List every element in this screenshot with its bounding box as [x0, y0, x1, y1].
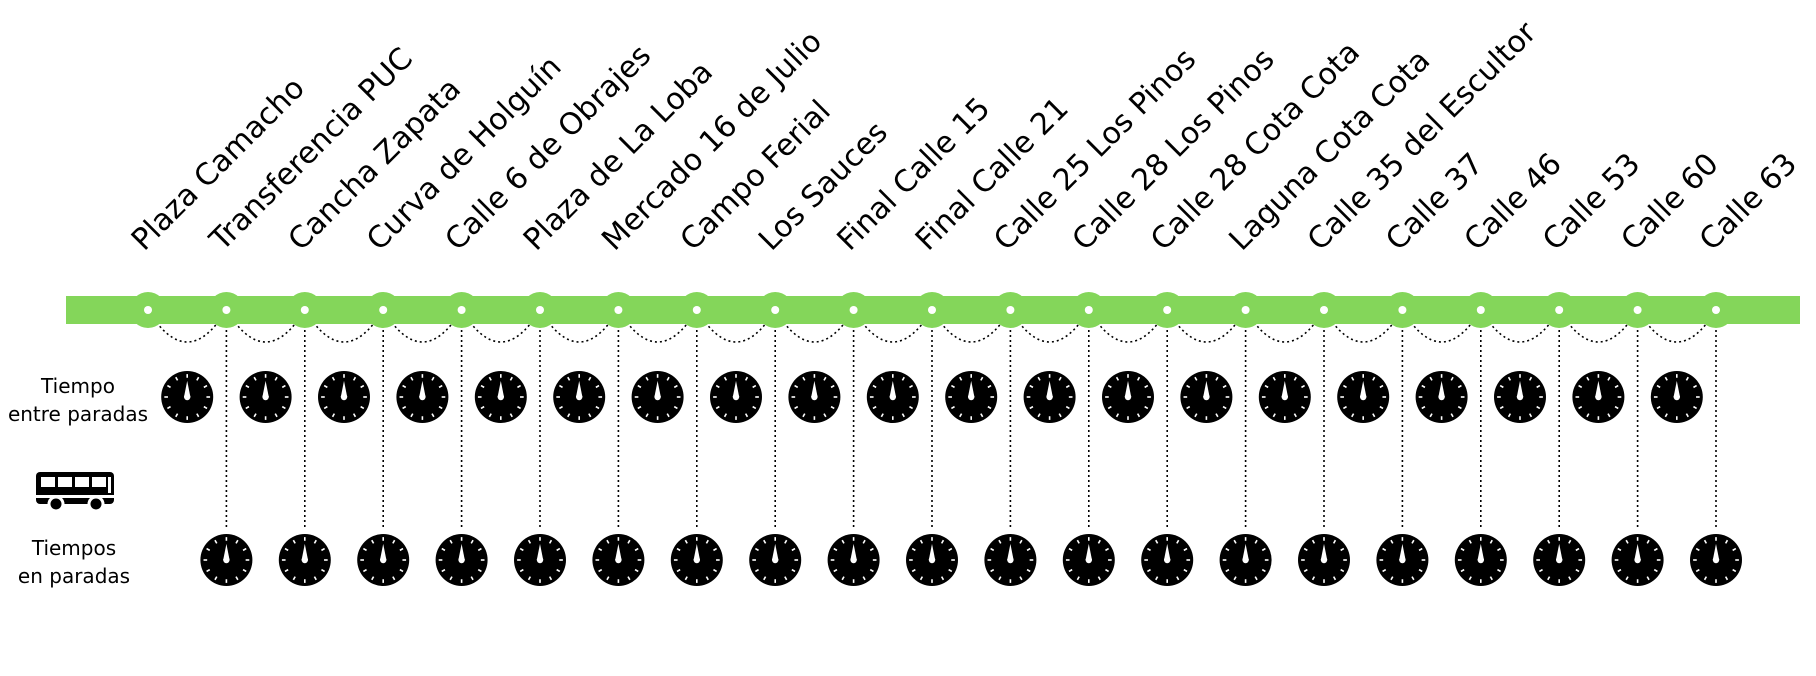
stop-marker: [992, 292, 1029, 328]
stop-marker: [365, 292, 402, 328]
clock-icon: [1258, 371, 1311, 423]
stop-marker: [1541, 292, 1578, 328]
clock-icon: [1650, 371, 1703, 423]
clock-icon: [1494, 371, 1546, 423]
clock-icon: [1298, 534, 1350, 586]
clock-icon: [1611, 534, 1664, 586]
clock-icon: [474, 371, 527, 423]
clock-icon: [357, 534, 410, 586]
stop-marker: [1698, 292, 1734, 328]
stop-marker: [208, 292, 245, 328]
clock-icon: [396, 371, 449, 423]
clock-icon: [1376, 534, 1429, 586]
clock-icon: [239, 371, 292, 423]
time-at-line1: Tiempos: [31, 536, 117, 560]
between-stop-clocks: [161, 371, 1703, 423]
clock-icon: [866, 371, 919, 423]
stop-marker: [1384, 292, 1421, 328]
stop-marker: [1070, 292, 1107, 328]
time-between-stops-label: Tiempo entre paradas: [4, 372, 152, 428]
clock-icon: [1337, 371, 1390, 423]
stop-marker: [1619, 292, 1656, 328]
clock-icon: [514, 534, 566, 586]
stop-marker: [1462, 292, 1499, 328]
clock-icon: [945, 371, 998, 423]
stop-marker: [757, 292, 794, 328]
clock-icon: [788, 371, 841, 423]
stop-marker: [600, 292, 637, 328]
clock-icon: [592, 534, 645, 586]
clock-icon: [1533, 534, 1586, 586]
clock-icon: [670, 534, 723, 586]
stops-layer: [130, 292, 1734, 328]
stop-marker: [914, 292, 950, 328]
stop-marker: [522, 292, 558, 328]
stop-marker: [1306, 292, 1342, 328]
clock-icon: [318, 371, 370, 423]
connector-lines: [147, 309, 1717, 530]
stop-marker: [443, 292, 480, 328]
clock-icon: [984, 534, 1037, 586]
at-stop-clocks: [200, 534, 1742, 586]
stop-marker: [678, 292, 715, 328]
clock-icon: [1062, 534, 1115, 586]
clock-icon: [278, 534, 331, 586]
clock-icon: [827, 534, 880, 586]
clock-icon: [435, 534, 488, 586]
clock-icon: [1180, 371, 1233, 423]
stop-marker: [286, 292, 323, 328]
time-between-line2: entre paradas: [7, 402, 149, 426]
clock-icon: [1141, 534, 1194, 586]
bus-icon: [36, 472, 114, 513]
time-at-stops-label: Tiempos en paradas: [4, 534, 144, 590]
stop-marker: [835, 292, 872, 328]
clock-icon: [1415, 371, 1468, 423]
clock-icon: [631, 371, 684, 423]
clock-icon: [1023, 371, 1076, 423]
stop-marker: [1227, 292, 1264, 328]
time-between-line1: Tiempo: [41, 374, 115, 398]
clock-icon: [1102, 371, 1154, 423]
clock-icon: [710, 371, 762, 423]
clock-icon: [1572, 371, 1625, 423]
clock-icon: [1219, 534, 1272, 586]
clock-icon: [749, 534, 802, 586]
clock-icon: [1454, 534, 1507, 586]
time-at-line2: en paradas: [17, 564, 131, 588]
clock-icon: [1690, 534, 1742, 586]
stop-marker: [1149, 292, 1186, 328]
clock-icon: [200, 534, 253, 586]
clock-icon: [553, 371, 606, 423]
clock-icon: [906, 534, 958, 586]
stop-marker: [130, 292, 166, 328]
clock-icon: [161, 371, 214, 423]
